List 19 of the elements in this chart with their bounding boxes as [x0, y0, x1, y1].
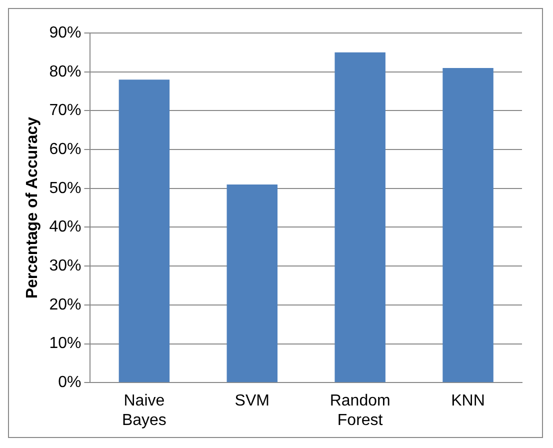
x-tick-label: Random Forest [330, 392, 390, 429]
y-tick-label: 50% [49, 180, 82, 197]
y-tick-label: 70% [49, 102, 82, 120]
x-tick-label: KNN [451, 392, 485, 410]
y-tick-label: 20% [49, 296, 82, 314]
y-tick-label: 40% [49, 218, 82, 236]
bar [442, 68, 494, 382]
x-tick-label: Naive Bayes [122, 392, 166, 429]
bar [118, 80, 170, 382]
y-tick-label: 60% [49, 140, 82, 158]
y-tick-label: 10% [49, 335, 82, 352]
x-tick-label: SVM [234, 392, 270, 410]
y-tick-label: 30% [49, 257, 82, 274]
y-tick-label: 80% [49, 63, 82, 80]
bar [226, 184, 278, 382]
bar [334, 52, 386, 382]
y-axis-title: Percentage of Accuracy [24, 116, 42, 299]
y-tick-label: 0% [58, 374, 82, 392]
y-tick-label: 90% [49, 24, 82, 42]
